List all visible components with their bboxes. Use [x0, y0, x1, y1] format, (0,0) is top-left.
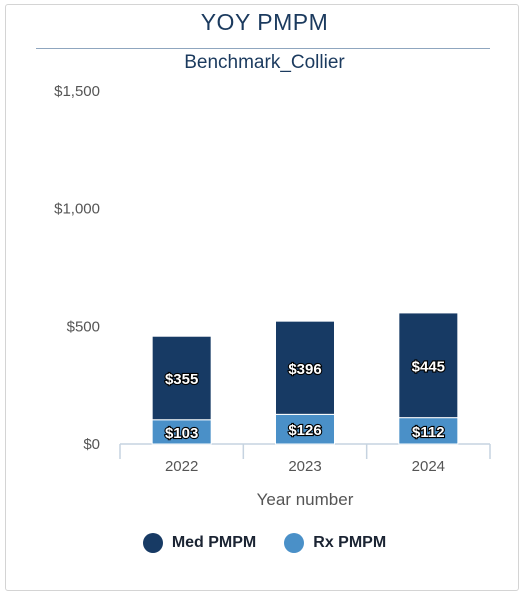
bar-rx-pmpm	[398, 417, 459, 445]
legend-label-rx: Rx PMPM	[313, 534, 387, 551]
x-axis-title: Year number	[257, 490, 354, 509]
bar-rx-pmpm	[275, 413, 335, 445]
chart-title: YOY PMPM	[200, 9, 329, 35]
bar-data-label: $396	[288, 361, 321, 378]
legend-item-med[interactable]: Med PMPM	[142, 533, 257, 553]
legend-swatch-med	[142, 533, 163, 553]
bar-data-label: $355	[165, 371, 198, 388]
x-tick-label: 2024	[412, 458, 445, 475]
y-tick-label: $500	[67, 318, 100, 335]
title-divider	[36, 48, 490, 49]
bar-med-pmpm	[275, 320, 335, 415]
legend-item-rx[interactable]: Rx PMPM	[284, 533, 386, 553]
y-tick-label: $1,000	[54, 201, 100, 218]
x-tick-label: 2022	[165, 458, 198, 475]
bar-data-label: $112	[412, 424, 445, 441]
bar-med-pmpm	[398, 312, 459, 419]
chart-card	[5, 4, 519, 591]
bar-data-label: $445	[412, 358, 445, 375]
y-tick-label: $1,500	[54, 83, 100, 100]
chart-legend: Med PMPM Rx PMPM	[0, 533, 529, 553]
legend-swatch-rx	[284, 533, 305, 553]
legend-label-med: Med PMPM	[171, 534, 257, 551]
bar-data-label: $126	[288, 422, 321, 439]
y-tick-label: $0	[83, 436, 100, 453]
x-tick-label: 2023	[288, 458, 321, 475]
bar-med-pmpm	[151, 335, 212, 421]
bar-data-label: $103	[165, 425, 198, 442]
chart-subtitle: Benchmark_Collier	[184, 52, 345, 73]
